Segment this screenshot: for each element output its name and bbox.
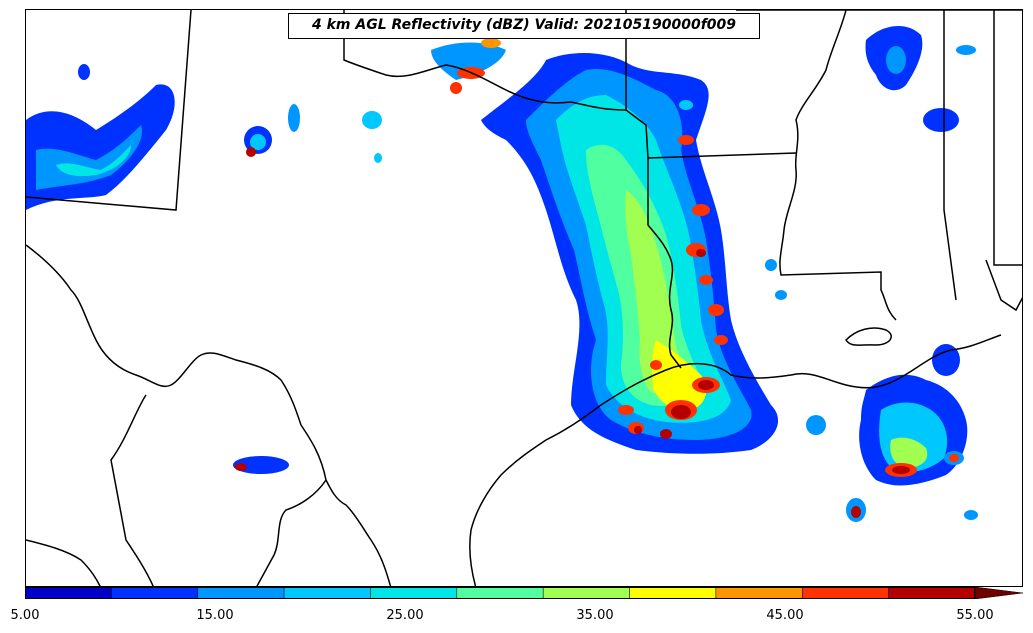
mississippi-river [779, 10, 897, 321]
echo-north-band [431, 42, 506, 80]
nm-tx-border [26, 10, 192, 211]
echo-cell [892, 466, 910, 474]
echo-cell [806, 415, 826, 435]
echo-cell [78, 64, 90, 80]
ms-al-border [943, 10, 957, 301]
colorbar-segment [111, 587, 198, 599]
colorbar-segment [888, 587, 976, 599]
map-title: 4 km AGL Reflectivity (dBZ) Valid: 20210… [288, 13, 760, 39]
mexico-state-1 [110, 394, 154, 586]
louisiana-coast [845, 327, 892, 346]
mexico-state-2 [256, 479, 327, 586]
colorbar-segment [802, 587, 889, 599]
echo-cell [362, 111, 382, 129]
colorbar [25, 587, 1024, 599]
colorbar-segment [715, 587, 803, 599]
colorbar-segment [456, 587, 544, 599]
colorbar-tick-label: 45.00 [766, 608, 804, 623]
echo-intense-cores [634, 249, 714, 439]
echo-cell [233, 456, 289, 474]
gulf-coast [469, 334, 1002, 586]
colorbar-segment [25, 587, 112, 599]
colorbar-segment [283, 587, 371, 599]
echo-cell [851, 506, 861, 518]
colorbar-segment [197, 587, 285, 599]
echo-cell [250, 134, 266, 150]
echo-cell [235, 463, 247, 471]
echo-cell [765, 259, 777, 271]
echo-cell [481, 38, 501, 48]
colorbar-outline [25, 587, 975, 599]
echo-panhandle-inner [36, 125, 142, 190]
echo-cell [932, 344, 960, 376]
colorbar-tick-label: 25.00 [386, 608, 424, 623]
echo-main-line-5 [625, 190, 696, 396]
echo-cell [246, 147, 256, 157]
map-panel [25, 9, 1023, 587]
colorbar-extend-arrow [974, 587, 1024, 599]
ok-ar-border [625, 109, 797, 159]
sabine-river [647, 158, 682, 369]
reflectivity-map [26, 10, 1022, 586]
colorbar-segment [370, 587, 458, 599]
echo-main-line-6 [651, 340, 707, 411]
colorbar-tick-label: 55.00 [956, 608, 994, 623]
echo-gulf-cluster-3 [890, 437, 928, 468]
al-state-line [993, 10, 1022, 266]
echo-cell [374, 153, 382, 163]
mobile-bay [985, 259, 1022, 312]
colorbar-tick-label: 5.00 [10, 608, 40, 623]
colorbar-tick-label: 35.00 [576, 608, 614, 623]
echo-cell [450, 82, 462, 94]
political-boundaries [26, 10, 1022, 586]
echo-cell [886, 46, 906, 74]
colorbar-tick-label: 15.00 [196, 608, 234, 623]
colorbar-segment [629, 587, 717, 599]
rio-grande [26, 244, 392, 586]
echo-cell [964, 510, 978, 520]
mexico-state-3 [26, 539, 101, 586]
echo-cell [949, 454, 959, 462]
echo-cell [956, 45, 976, 55]
red-river [343, 10, 627, 111]
echo-panhandle-outer [26, 84, 175, 210]
echo-cell [775, 290, 787, 300]
echo-panhandle-core [56, 145, 131, 177]
echo-cell [679, 100, 693, 110]
echo-cell [923, 108, 959, 132]
colorbar-segment [542, 587, 630, 599]
echo-cell [288, 104, 300, 132]
reflectivity-field [26, 25, 978, 522]
